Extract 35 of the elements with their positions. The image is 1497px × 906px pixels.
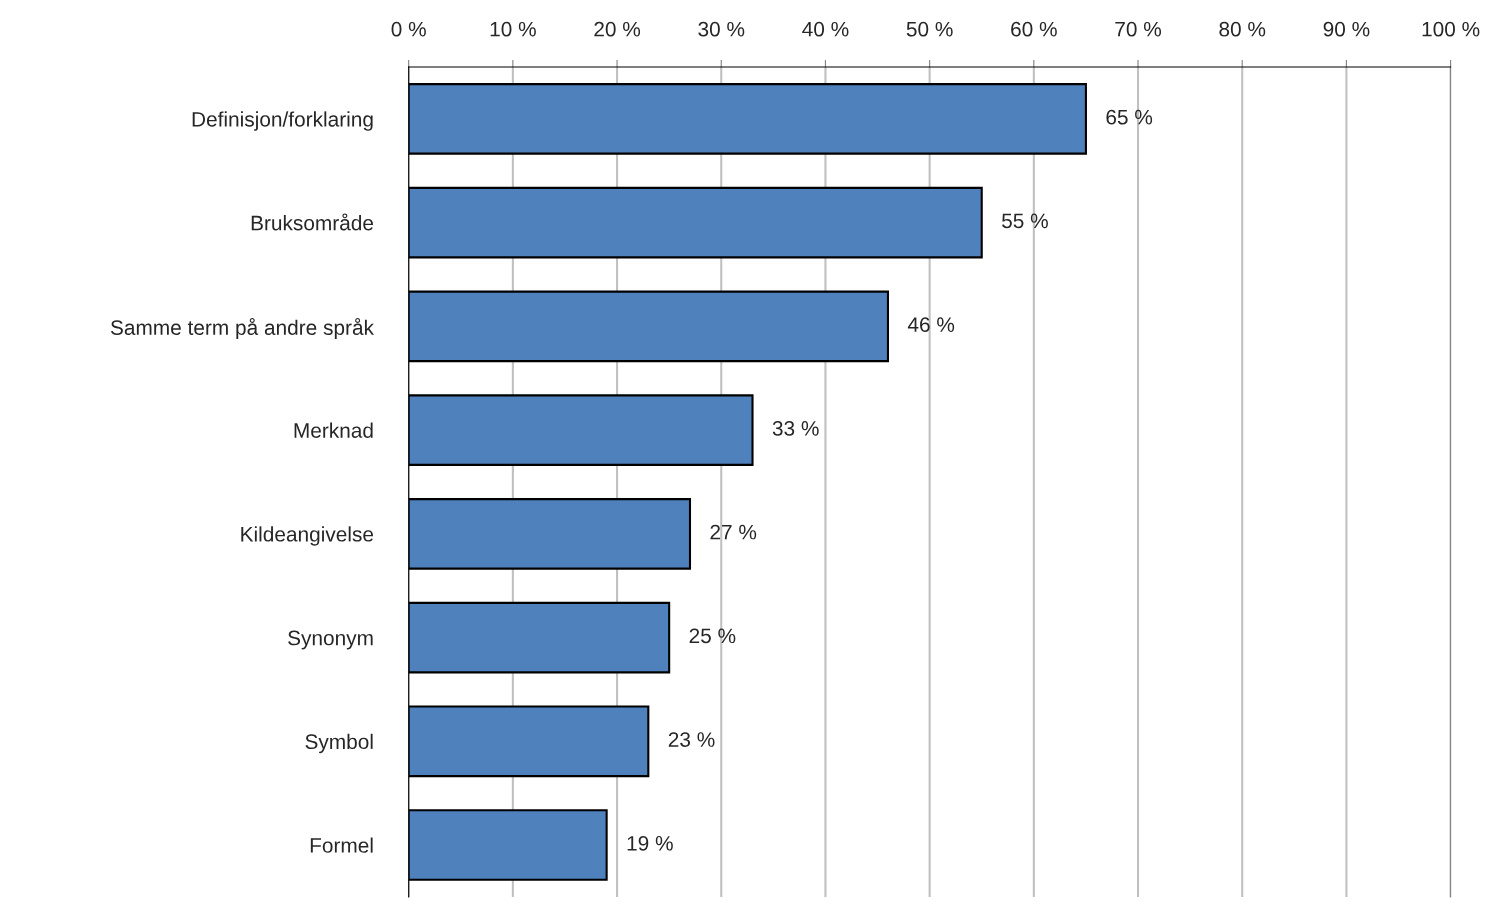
bar: [408, 601, 671, 674]
data-label: 19 %: [627, 835, 673, 851]
bar: [408, 394, 754, 466]
data-label: 27 %: [710, 524, 757, 540]
data-label: 55 %: [1002, 213, 1048, 229]
bar: [408, 498, 692, 570]
bar: [408, 83, 1087, 155]
bar: [408, 290, 889, 363]
bar: [408, 186, 983, 259]
x-tick-label: 80 %: [1219, 21, 1266, 37]
data-label: 25 %: [689, 628, 736, 644]
data-label: 65 %: [1106, 109, 1153, 125]
x-tick-label: 50 %: [906, 21, 953, 37]
y-tick-label: Definisjon/forklaring: [192, 111, 373, 131]
y-tick-label: Formel: [310, 837, 373, 853]
data-label: 23 %: [668, 732, 715, 747]
x-tick-label: 60 %: [1011, 21, 1057, 37]
data-label: 46 %: [907, 317, 955, 332]
x-tick-label: 0 %: [391, 21, 426, 37]
data-label: 33 %: [772, 420, 819, 436]
x-tick-label: 40 %: [802, 21, 849, 37]
y-tick-label: Synonym: [288, 630, 373, 650]
y-tick-label: Bruksområde: [251, 213, 374, 231]
y-tick-label: Merknad: [294, 422, 373, 438]
x-tick-label: 30 %: [698, 21, 745, 37]
y-tick-label: Kildeangivelse: [241, 526, 374, 546]
x-tick-label: 70 %: [1115, 21, 1162, 37]
bar: [408, 705, 650, 778]
x-tick-label: 100 %: [1422, 21, 1480, 37]
y-tick-label: Symbol: [305, 733, 373, 754]
bar: [408, 809, 608, 881]
x-tick-label: 20 %: [594, 21, 641, 37]
x-tick-label: 10 %: [490, 21, 536, 37]
y-tick-label: Samme term på andre språk: [110, 317, 375, 340]
x-tick-label: 90 %: [1323, 21, 1370, 37]
